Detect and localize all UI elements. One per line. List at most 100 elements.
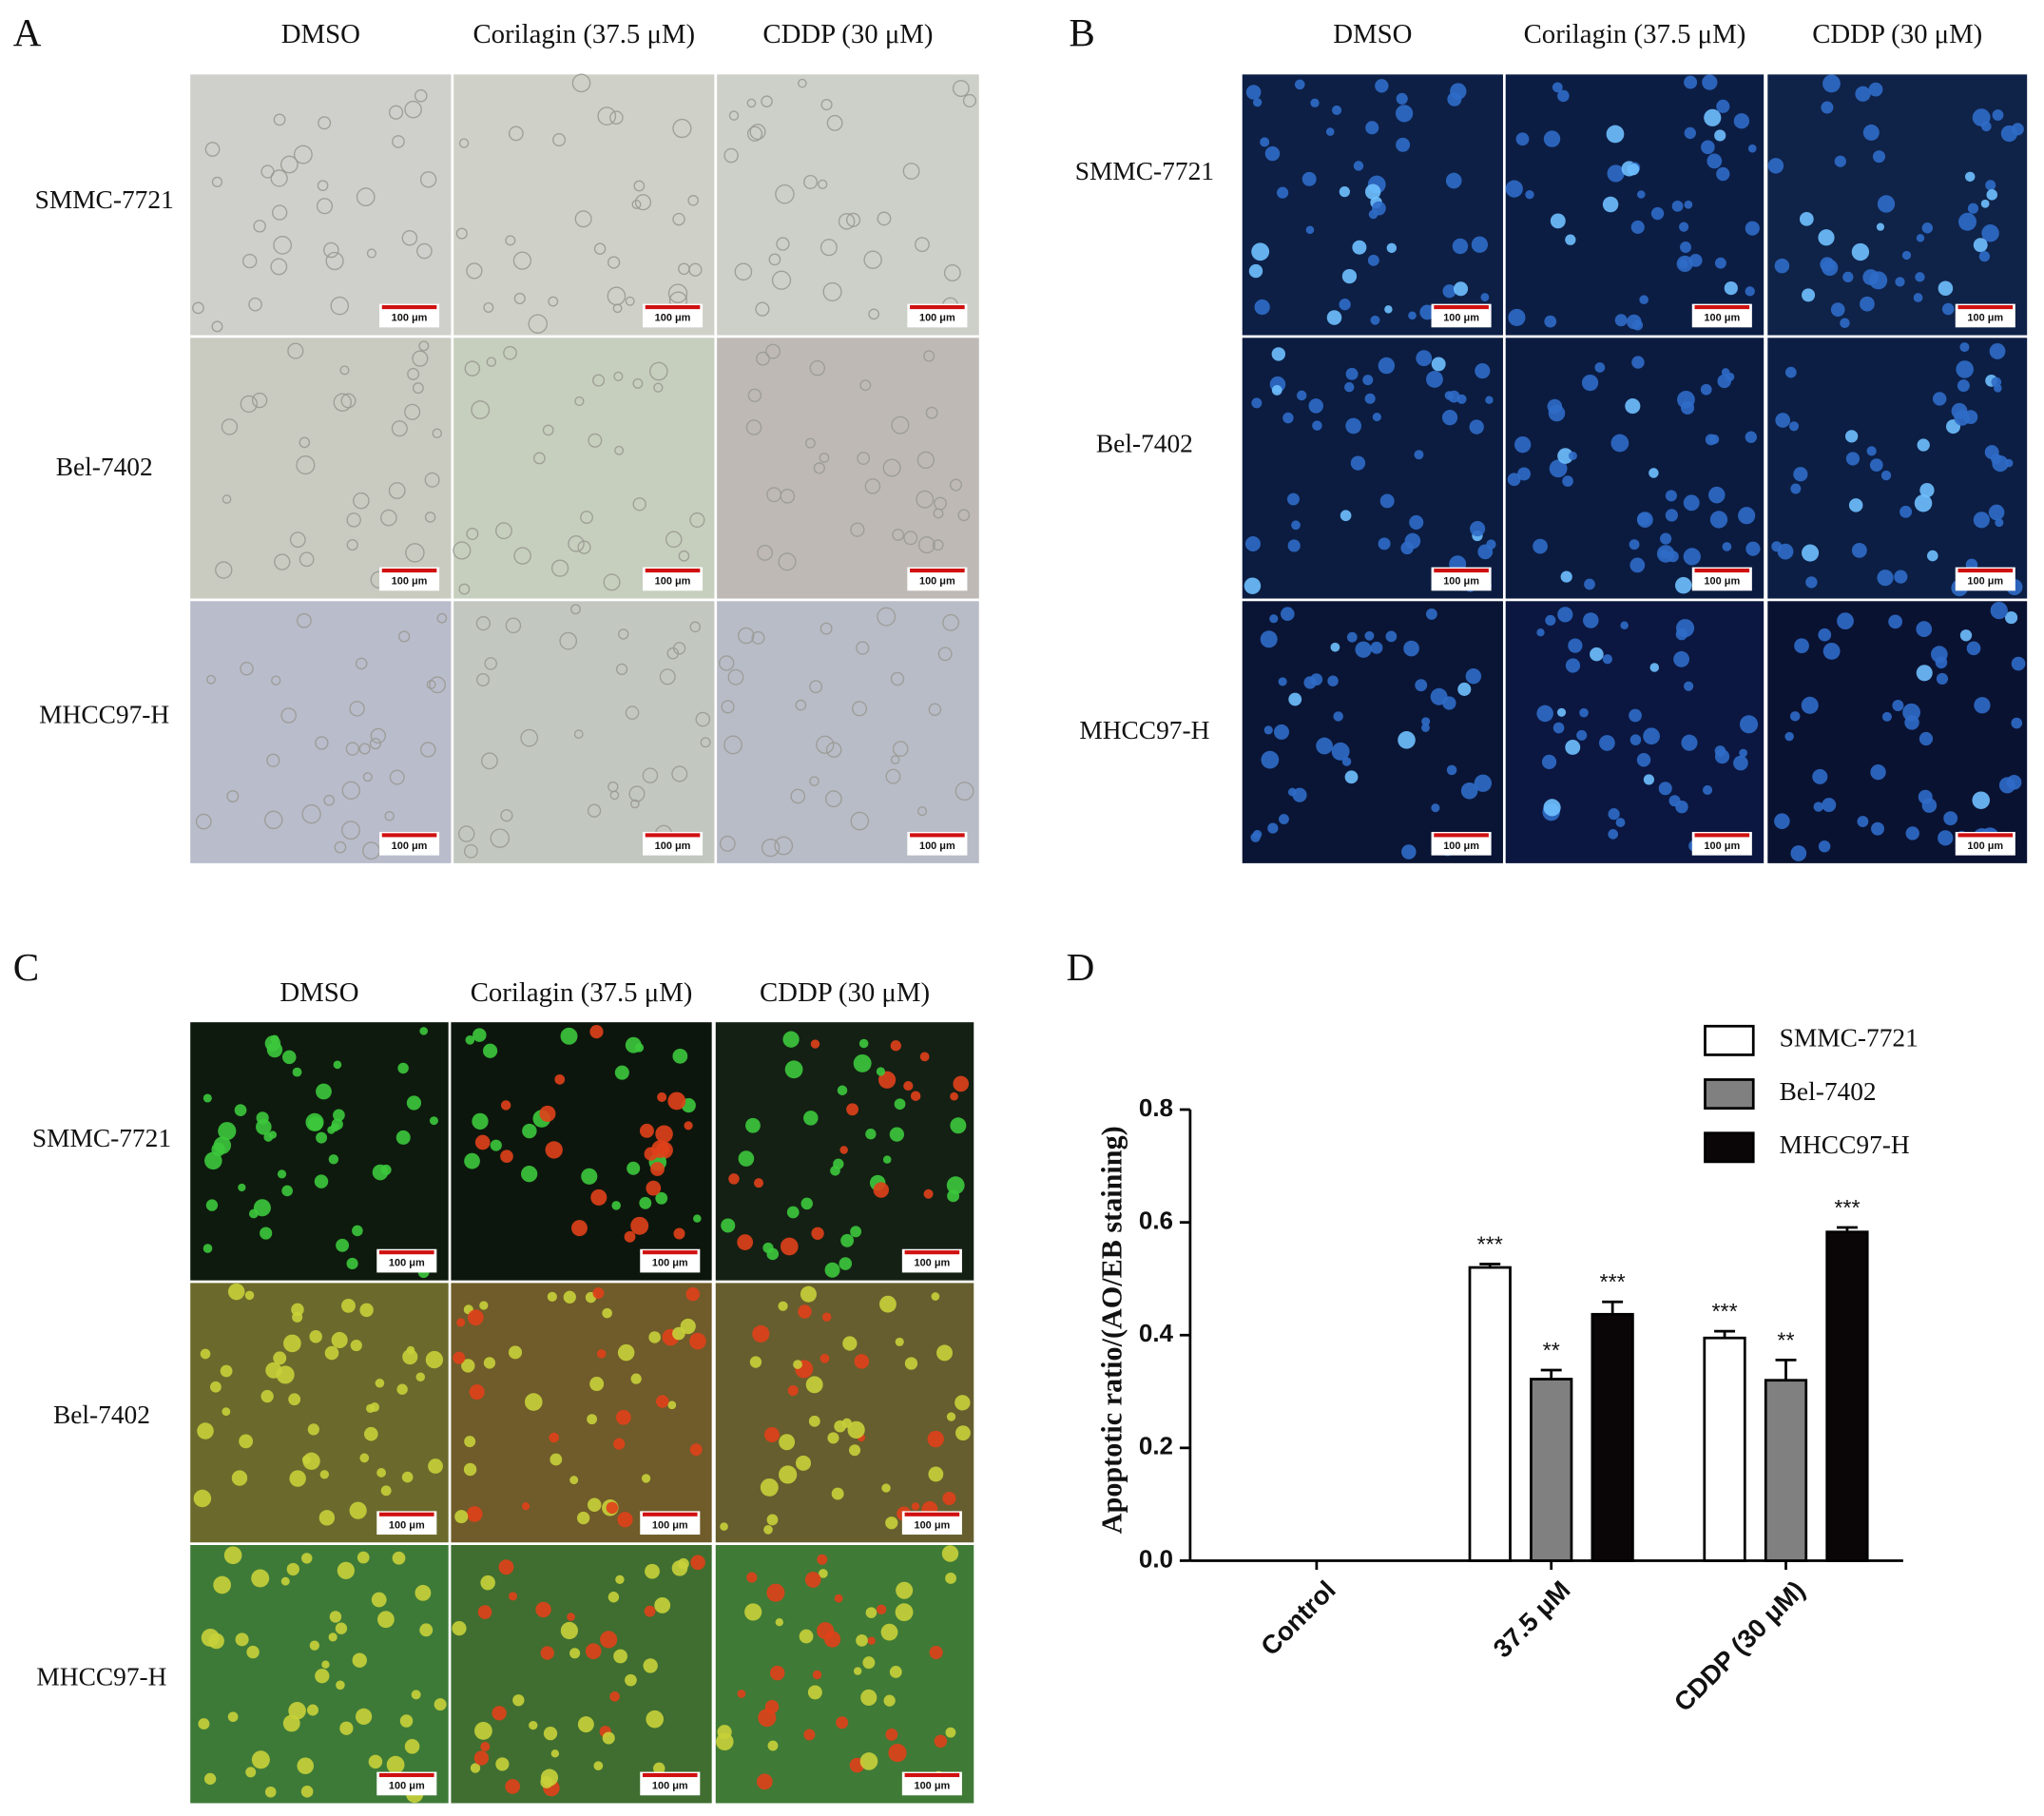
cell	[1941, 302, 1955, 316]
cell	[280, 1576, 290, 1586]
cell	[850, 522, 865, 537]
cell	[1327, 675, 1339, 686]
cell	[749, 1356, 762, 1368]
cell	[891, 415, 910, 435]
cell	[268, 1130, 278, 1139]
cell	[1353, 161, 1364, 171]
cell	[483, 301, 494, 313]
cell	[215, 561, 233, 579]
cell	[1684, 75, 1698, 89]
cell	[375, 1378, 385, 1388]
cell	[220, 1364, 233, 1378]
cell	[260, 1389, 274, 1403]
column-header: Corilagin (37.5 μM)	[472, 19, 695, 49]
bar	[1530, 1378, 1573, 1562]
cell	[276, 1365, 295, 1384]
cell	[1799, 211, 1814, 226]
cell	[809, 776, 820, 786]
cell	[1842, 271, 1854, 283]
row-label: Bel-7402	[56, 453, 153, 481]
cell	[1972, 791, 1990, 809]
cell	[634, 1043, 645, 1053]
cell	[205, 1199, 219, 1211]
cell	[1565, 234, 1576, 245]
cell	[301, 1553, 313, 1564]
cell	[942, 1492, 956, 1506]
cell	[1629, 734, 1642, 745]
cell	[1789, 711, 1801, 722]
cell	[625, 296, 635, 306]
cell	[571, 1220, 588, 1237]
scale-bar	[642, 1772, 698, 1778]
cell	[1565, 740, 1581, 755]
image-background	[1505, 74, 1764, 336]
cell	[816, 735, 835, 754]
cell	[1992, 109, 2004, 121]
cell	[1341, 268, 1358, 284]
cell	[856, 1633, 868, 1647]
cell	[826, 114, 843, 131]
cell	[894, 1098, 906, 1111]
scale-bar	[381, 568, 437, 573]
cell	[309, 1329, 322, 1343]
cell	[1552, 722, 1565, 734]
cell	[1899, 505, 1913, 518]
cell	[1339, 299, 1351, 311]
cell	[1774, 258, 1790, 274]
cell	[1919, 482, 1935, 498]
cell	[1331, 105, 1342, 115]
scale-bar-label: 100 μm	[1704, 313, 1740, 324]
cell	[1707, 153, 1723, 169]
cell	[1978, 251, 1991, 262]
cell	[1485, 396, 1494, 404]
micrograph: 100 μm	[190, 1022, 449, 1281]
significance-label: ***	[1834, 1195, 1860, 1220]
cell	[689, 1332, 706, 1350]
cell	[1303, 676, 1317, 689]
cell	[209, 1381, 222, 1393]
cell	[885, 768, 901, 784]
cell	[665, 531, 683, 549]
scale-bar-label: 100 μm	[389, 1519, 425, 1531]
cell	[625, 1673, 637, 1687]
cell	[453, 541, 472, 560]
cell	[639, 1196, 652, 1209]
cell	[1414, 450, 1424, 460]
cell	[1477, 544, 1494, 560]
cell	[860, 1689, 877, 1707]
cell	[1954, 410, 1970, 426]
cell	[357, 1551, 370, 1564]
scale-bar	[910, 568, 965, 573]
cell	[845, 212, 861, 227]
cell	[1822, 74, 1841, 93]
cell	[484, 657, 497, 670]
cell	[2004, 610, 2018, 625]
column-header: DMSO	[1333, 19, 1412, 49]
cell	[1784, 366, 1797, 378]
cell	[628, 785, 646, 802]
cell	[617, 628, 629, 640]
cell	[466, 1506, 483, 1522]
cell	[1281, 607, 1295, 622]
y-tick-label: 0.8	[1139, 1093, 1173, 1122]
cell	[318, 1510, 336, 1526]
cell	[1988, 504, 2005, 521]
image-background	[190, 338, 452, 599]
cell	[404, 403, 421, 420]
cell	[1543, 130, 1561, 147]
cell	[1419, 304, 1436, 320]
cell	[1556, 707, 1567, 717]
cell	[266, 753, 280, 767]
cell	[280, 155, 299, 174]
cell	[349, 701, 365, 717]
cell	[1310, 98, 1320, 107]
cell	[941, 1545, 959, 1562]
cell	[289, 1470, 306, 1487]
cell	[824, 790, 842, 808]
cell	[292, 1067, 302, 1077]
cell	[1822, 798, 1837, 813]
cell	[727, 668, 744, 686]
cell	[752, 1324, 770, 1343]
cell	[1441, 410, 1458, 426]
cell	[763, 1525, 773, 1535]
